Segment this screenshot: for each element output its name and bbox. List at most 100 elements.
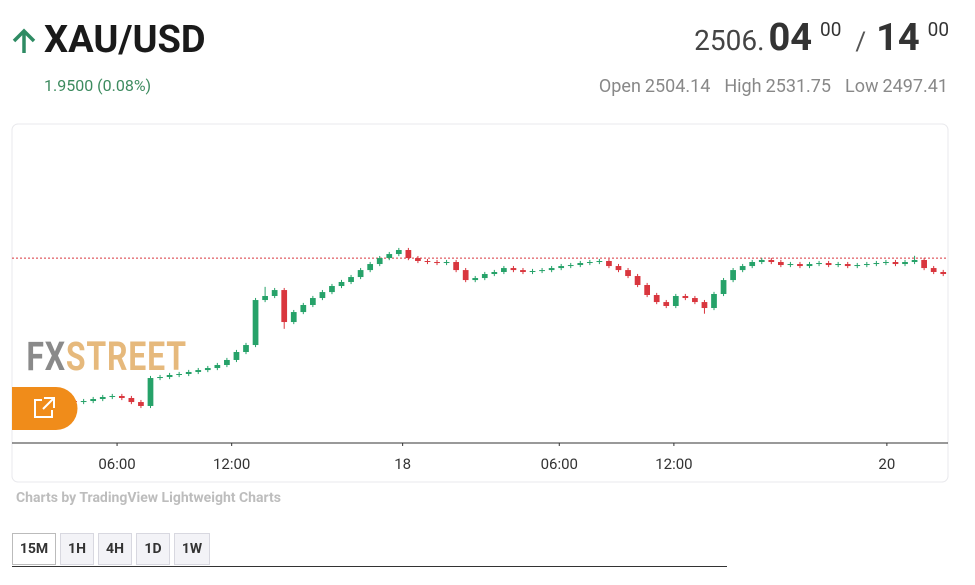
candle-body (682, 296, 689, 299)
candle-body (930, 268, 937, 272)
x-tick-label: 20 (878, 455, 895, 473)
candle-body (224, 359, 230, 366)
tab-underline (12, 566, 727, 567)
timeframe-button[interactable]: 1D (136, 533, 170, 565)
candle-body (491, 271, 498, 275)
candle-body (854, 265, 861, 267)
candle-body (730, 270, 736, 281)
watermark-street: STREET (66, 332, 187, 379)
candle-body (147, 378, 154, 406)
stat-value: 2531.75 (765, 76, 832, 97)
candle-body (816, 263, 822, 265)
candle-body (758, 259, 765, 263)
candle-body (567, 265, 574, 267)
candle-body (99, 396, 106, 400)
candle-body (338, 281, 345, 287)
candle-body (692, 298, 698, 303)
candle-body (386, 254, 393, 259)
candle-body (109, 395, 116, 397)
candle-body (787, 264, 794, 266)
candle-body (863, 264, 870, 266)
candle-body (825, 263, 832, 266)
candle-body (405, 250, 412, 259)
candle-body (434, 262, 440, 264)
up-arrow-icon (12, 28, 36, 53)
candle-body (357, 270, 364, 278)
candle-body (204, 368, 211, 371)
candle-body (883, 262, 889, 264)
candle-body (118, 395, 125, 399)
candle-body (777, 262, 784, 266)
candle-body (539, 270, 545, 272)
candle-body (615, 266, 622, 271)
stat-label: Open (598, 76, 641, 97)
x-tick-label: 12:00 (655, 455, 692, 473)
candle-body (558, 266, 565, 269)
external-icon (34, 397, 55, 418)
x-tick-label: 12:00 (213, 455, 250, 473)
candle-body (768, 259, 775, 263)
x-tick-label: 18 (394, 455, 411, 473)
candle-body (262, 296, 268, 301)
candle-body (711, 293, 717, 309)
candle-body (138, 402, 144, 406)
stat-label: High (724, 76, 762, 97)
timeframe-button[interactable]: 1W (174, 533, 210, 565)
candle-body (940, 271, 947, 275)
candle-body (252, 300, 259, 346)
attribution: Charts by TradingView Lightweight Charts (16, 490, 281, 506)
candle-body (644, 285, 651, 296)
stat-label: Low (845, 76, 879, 97)
ask-big: 14 (876, 16, 920, 60)
candle-body (672, 296, 679, 306)
candle-body (749, 262, 756, 267)
candle-body (281, 290, 288, 323)
timeframe-button[interactable]: 4H (98, 533, 132, 565)
x-tick-label: 06:00 (98, 455, 135, 473)
chart: FXSTREET 06:00 12:00 18 06:00 12:00 20 Charts… (11, 123, 949, 506)
candle-body (501, 268, 507, 272)
symbol: XAU/USD (44, 18, 206, 62)
candle-body (395, 250, 402, 255)
candle-body (243, 345, 249, 353)
candle-body (166, 375, 173, 378)
candle-body (720, 280, 727, 294)
timeframe-button[interactable]: 1H (60, 533, 94, 565)
candle-body (921, 259, 927, 269)
bid-main: 2506. (694, 24, 765, 57)
candle-body (529, 270, 536, 272)
candle-body (415, 258, 421, 262)
ask-small: 00 (927, 18, 949, 41)
candle-body (176, 373, 183, 376)
candle-body (90, 399, 97, 402)
candle-body (185, 371, 192, 374)
candle-body (481, 274, 488, 279)
candle-body (835, 264, 842, 266)
stat-value: 2504.14 (644, 76, 711, 97)
candle-body (520, 270, 526, 272)
candle-body (195, 370, 202, 372)
candle-body (329, 286, 335, 293)
candle-body (606, 261, 612, 267)
candle-body (806, 264, 813, 267)
candle-body (873, 263, 880, 265)
candle-body (367, 264, 374, 271)
bid-small: 00 (820, 18, 842, 41)
candle-body (577, 263, 584, 266)
candle-body (472, 278, 479, 281)
candle-body (701, 302, 708, 309)
candle-body (128, 398, 135, 403)
timeframe-button[interactable]: 15M (12, 533, 56, 565)
candle-body (586, 262, 593, 264)
plot: 06:00 12:00 18 06:00 12:00 20 (12, 247, 948, 473)
stat-value: 2497.41 (882, 76, 948, 97)
change: 1.9500 (0.08%) (44, 76, 152, 95)
candle-body (319, 292, 326, 299)
candle-body (309, 298, 316, 305)
candle-body (902, 262, 908, 265)
price: 2506. 04 00 / 14 00 (694, 16, 949, 60)
candle-body (596, 261, 603, 263)
watermark-fx: FX (26, 332, 65, 379)
x-tick-label: 06:00 (541, 455, 578, 473)
